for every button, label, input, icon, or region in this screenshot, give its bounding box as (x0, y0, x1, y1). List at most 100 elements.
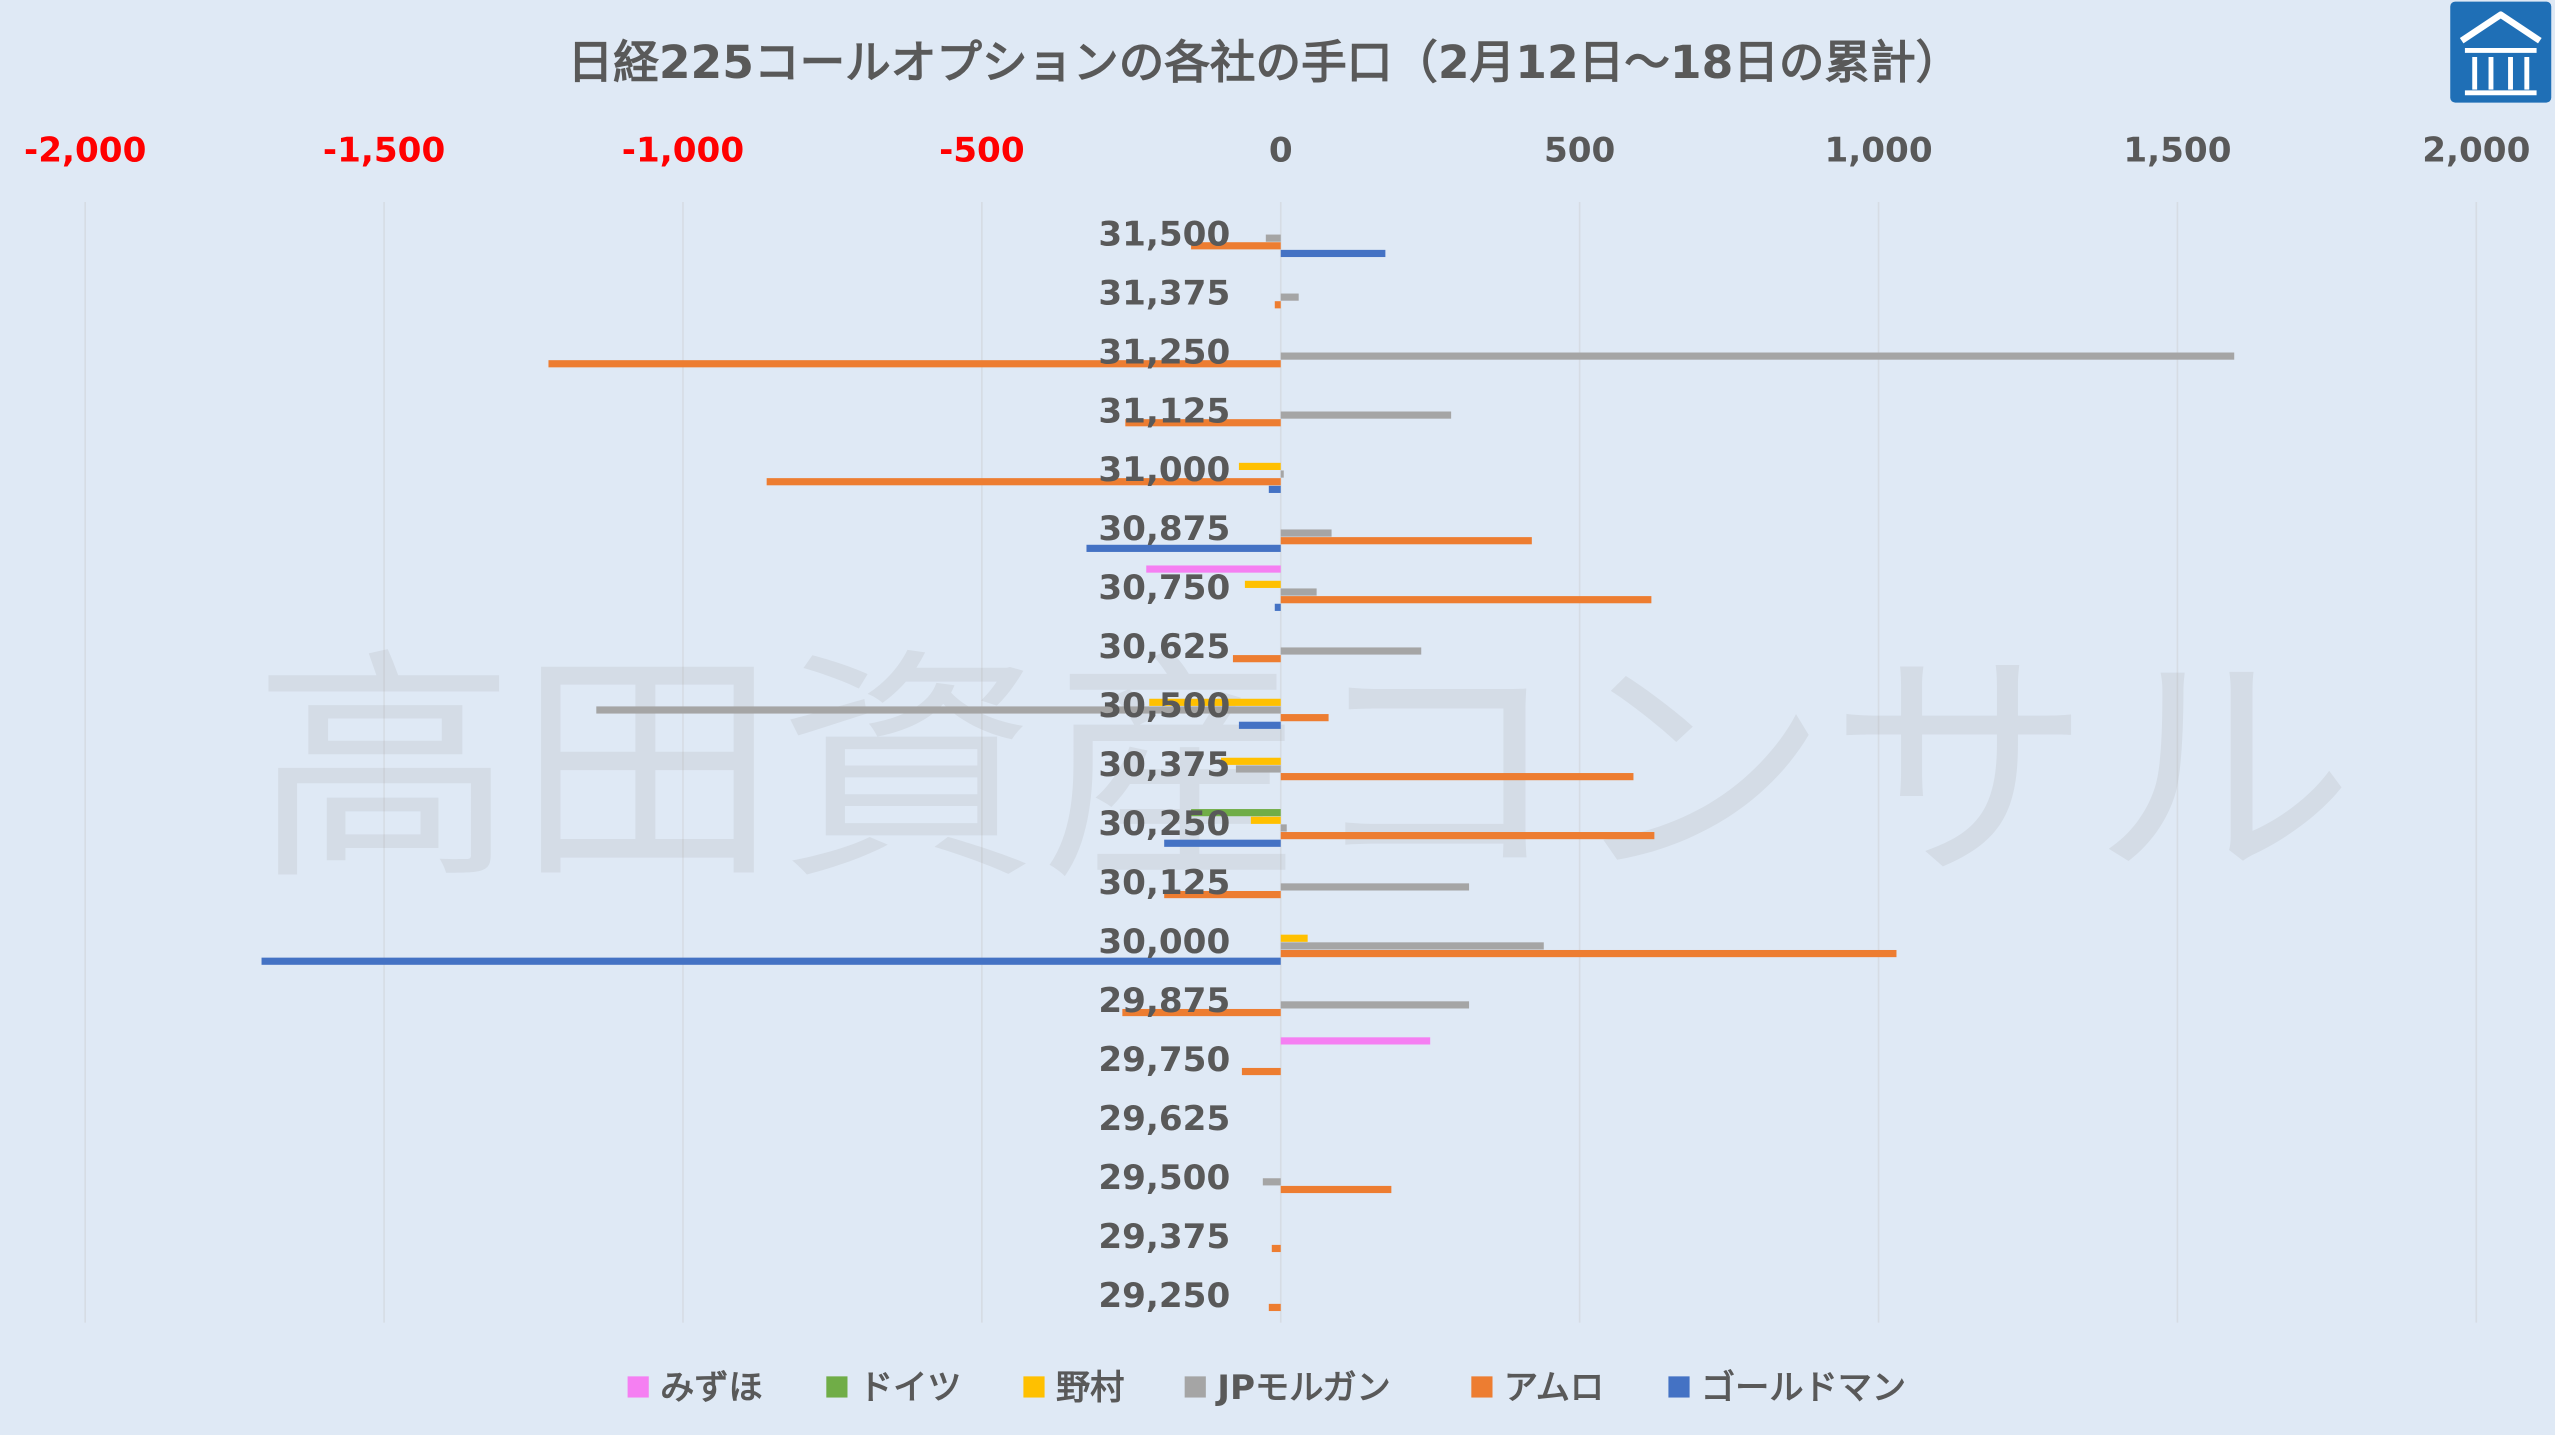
category-axis-labels: 31,500 31,375 31,250 31,125 31,000 30,875 30,7… (1098, 214, 1230, 1316)
category-label-29500: 29,500 (1098, 1158, 1230, 1198)
bar-series (261, 234, 2235, 1312)
category-label-30875: 30,875 (1098, 509, 1230, 549)
bar-series6-30750 (1274, 603, 1281, 611)
bar-series5-30875 (1280, 537, 1532, 545)
x-axis-tick-labels: -2,000 -1,500 -1,000 -500 0 500 1,000 1,500 2,00… (24, 130, 2530, 170)
legend-swatch-4 (1184, 1376, 1206, 1398)
x-tick-label-8: 1,500 (2123, 130, 2231, 170)
bar-series4-29500 (1262, 1178, 1281, 1186)
bar-series5-31375 (1274, 301, 1281, 309)
legend-item-2: ドイツ (826, 1368, 961, 1408)
house-roof-logo-icon (2450, 1, 2552, 103)
bar-series5-29875 (1122, 1008, 1281, 1017)
bar-series3-30750 (1244, 580, 1281, 588)
x-tick-label-6: 500 (1544, 130, 1615, 170)
bar-series5-31500 (1191, 242, 1281, 250)
category-label-31000: 31,000 (1098, 450, 1230, 490)
x-tick-label-9: 2,000 (2422, 130, 2530, 170)
legend-item-1: みずほ (627, 1368, 763, 1408)
bar-series4-29875 (1280, 1001, 1470, 1009)
gridlines (84, 201, 2478, 1323)
category-label-29625: 29,625 (1098, 1099, 1230, 1139)
bar-series6-30875 (1086, 544, 1281, 552)
bar-series1-30750 (1146, 565, 1281, 573)
category-label-30625: 30,625 (1098, 627, 1230, 667)
bar-series4-30375 (1235, 765, 1281, 773)
legend-label-3: 野村 (1056, 1368, 1124, 1408)
legend-item-3: 野村 (1023, 1368, 1124, 1408)
category-label-31125: 31,125 (1098, 391, 1230, 431)
bar-series5-29750 (1241, 1067, 1281, 1076)
bar-series5-30000 (1280, 949, 1897, 958)
legend-item-5: アムロ (1471, 1368, 1604, 1408)
category-label-29375: 29,375 (1098, 1217, 1230, 1257)
legend-label-5: アムロ (1504, 1368, 1604, 1408)
category-label-31500: 31,500 (1098, 214, 1230, 254)
bar-series3-31000 (1238, 462, 1281, 470)
bar-series3-30000 (1280, 934, 1308, 942)
bar-series1-29750 (1280, 1037, 1431, 1045)
category-label-29875: 29,875 (1098, 981, 1230, 1021)
bar-series4-30500 (596, 706, 1281, 714)
bar-series5-31125 (1125, 419, 1281, 427)
bar-series5-29375 (1271, 1244, 1281, 1253)
bar-series6-30250 (1164, 839, 1281, 847)
legend-item-6: ゴールドマン (1668, 1368, 1906, 1408)
bar-series5-30375 (1280, 773, 1634, 781)
legend-swatch-2 (826, 1376, 848, 1398)
category-label-30125: 30,125 (1098, 863, 1230, 903)
category-label-31250: 31,250 (1098, 332, 1230, 372)
bar-series5-30625 (1232, 655, 1281, 663)
chart-title: 日経225コールオプションの各社の手口（2月12日～18日の累計） (568, 36, 1962, 89)
category-label-30500: 30,500 (1098, 686, 1230, 726)
watermark-text: 高田資産コンサル (253, 628, 2354, 913)
legend-label-4: JPモルガン (1215, 1368, 1391, 1408)
bar-series5-31000 (766, 478, 1281, 486)
bar-series4-30875 (1280, 529, 1332, 537)
bar-series4-31500 (1265, 234, 1281, 242)
legend-label-2: ドイツ (859, 1368, 962, 1408)
legend-swatch-1 (627, 1376, 649, 1398)
bar-series5-29250 (1268, 1303, 1281, 1312)
category-label-29250: 29,250 (1098, 1276, 1230, 1316)
bar-series4-30250 (1280, 824, 1287, 832)
bar-series4-31000 (1280, 470, 1284, 478)
x-tick-label-2: -1,500 (323, 130, 445, 170)
bar-series4-31250 (1280, 352, 2235, 360)
bar-series5-30250 (1280, 832, 1655, 840)
bar-series4-30125 (1280, 883, 1470, 891)
bar-series6-30000 (261, 957, 1281, 965)
legend-label-6: ゴールドマン (1701, 1368, 1906, 1408)
bar-series5-30125 (1164, 891, 1281, 899)
bar-series3-30375 (1220, 757, 1281, 765)
logo-roof (2459, 11, 2542, 44)
x-tick-label-7: 1,000 (1824, 130, 1932, 170)
bar-series5-31250 (548, 360, 1281, 368)
legend: みずほ ドイツ 野村 JPモルガン アムロ ゴールドマン (627, 1368, 1906, 1408)
x-tick-label-3: -1,000 (622, 130, 744, 170)
legend-swatch-5 (1471, 1376, 1493, 1398)
bar-series5-29500 (1280, 1185, 1392, 1194)
bar-series6-31000 (1268, 485, 1281, 493)
bar-series4-30750 (1280, 588, 1317, 596)
legend-item-4: JPモルガン (1184, 1368, 1391, 1408)
category-label-30250: 30,250 (1098, 804, 1230, 844)
legend-swatch-6 (1668, 1376, 1690, 1398)
bar-series6-30500 (1238, 721, 1281, 729)
bar-series2-30250 (1191, 809, 1281, 817)
bar-series4-30625 (1280, 647, 1422, 655)
x-tick-label-5: 0 (1269, 130, 1293, 170)
category-label-30000: 30,000 (1098, 922, 1230, 962)
x-tick-label-4: -500 (939, 130, 1025, 170)
legend-swatch-3 (1023, 1376, 1045, 1398)
bar-series5-30500 (1280, 714, 1329, 722)
bar-series5-30750 (1280, 596, 1652, 604)
category-label-31375: 31,375 (1098, 273, 1230, 313)
bar-series4-30000 (1280, 942, 1544, 950)
bar-series6-31500 (1280, 249, 1386, 258)
bar-series4-31375 (1280, 293, 1299, 301)
x-tick-label-1: -2,000 (24, 130, 146, 170)
bar-series4-31125 (1280, 411, 1452, 419)
